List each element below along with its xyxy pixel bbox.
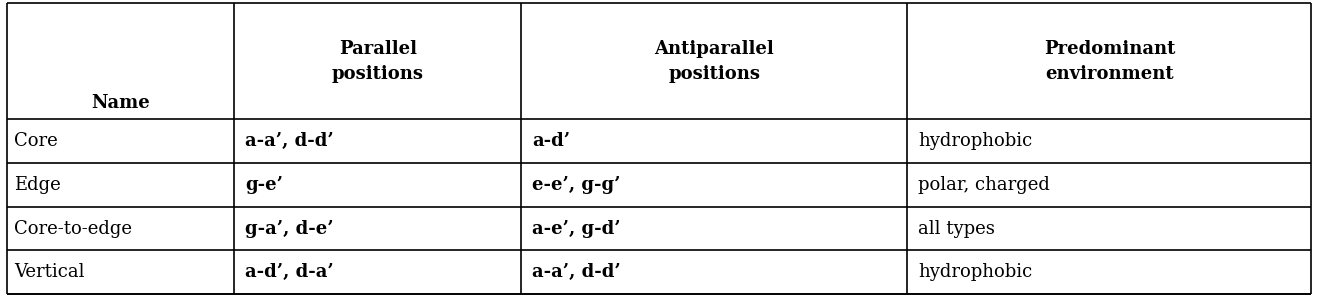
Text: e-e’, g-g’: e-e’, g-g’ [532, 176, 621, 194]
Text: g-a’, d-e’: g-a’, d-e’ [245, 219, 333, 238]
Text: hydrophobic: hydrophobic [919, 132, 1032, 150]
Text: Parallel
positions: Parallel positions [332, 40, 424, 83]
Text: Predominant
environment: Predominant environment [1044, 40, 1176, 83]
Text: Name: Name [91, 94, 150, 112]
Text: a-d’, d-a’: a-d’, d-a’ [245, 263, 333, 281]
Text: a-d’: a-d’ [532, 132, 571, 150]
Text: a-a’, d-d’: a-a’, d-d’ [245, 132, 333, 150]
Text: Antiparallel
positions: Antiparallel positions [655, 40, 774, 83]
Text: a-a’, d-d’: a-a’, d-d’ [532, 263, 621, 281]
Text: all types: all types [919, 219, 995, 238]
Text: Core: Core [14, 132, 58, 150]
Text: Vertical: Vertical [14, 263, 84, 281]
Text: g-e’: g-e’ [245, 176, 283, 194]
Text: a-e’, g-d’: a-e’, g-d’ [532, 219, 621, 238]
Text: Core-to-edge: Core-to-edge [14, 219, 133, 238]
Text: Edge: Edge [14, 176, 61, 194]
Text: polar, charged: polar, charged [919, 176, 1050, 194]
Text: hydrophobic: hydrophobic [919, 263, 1032, 281]
